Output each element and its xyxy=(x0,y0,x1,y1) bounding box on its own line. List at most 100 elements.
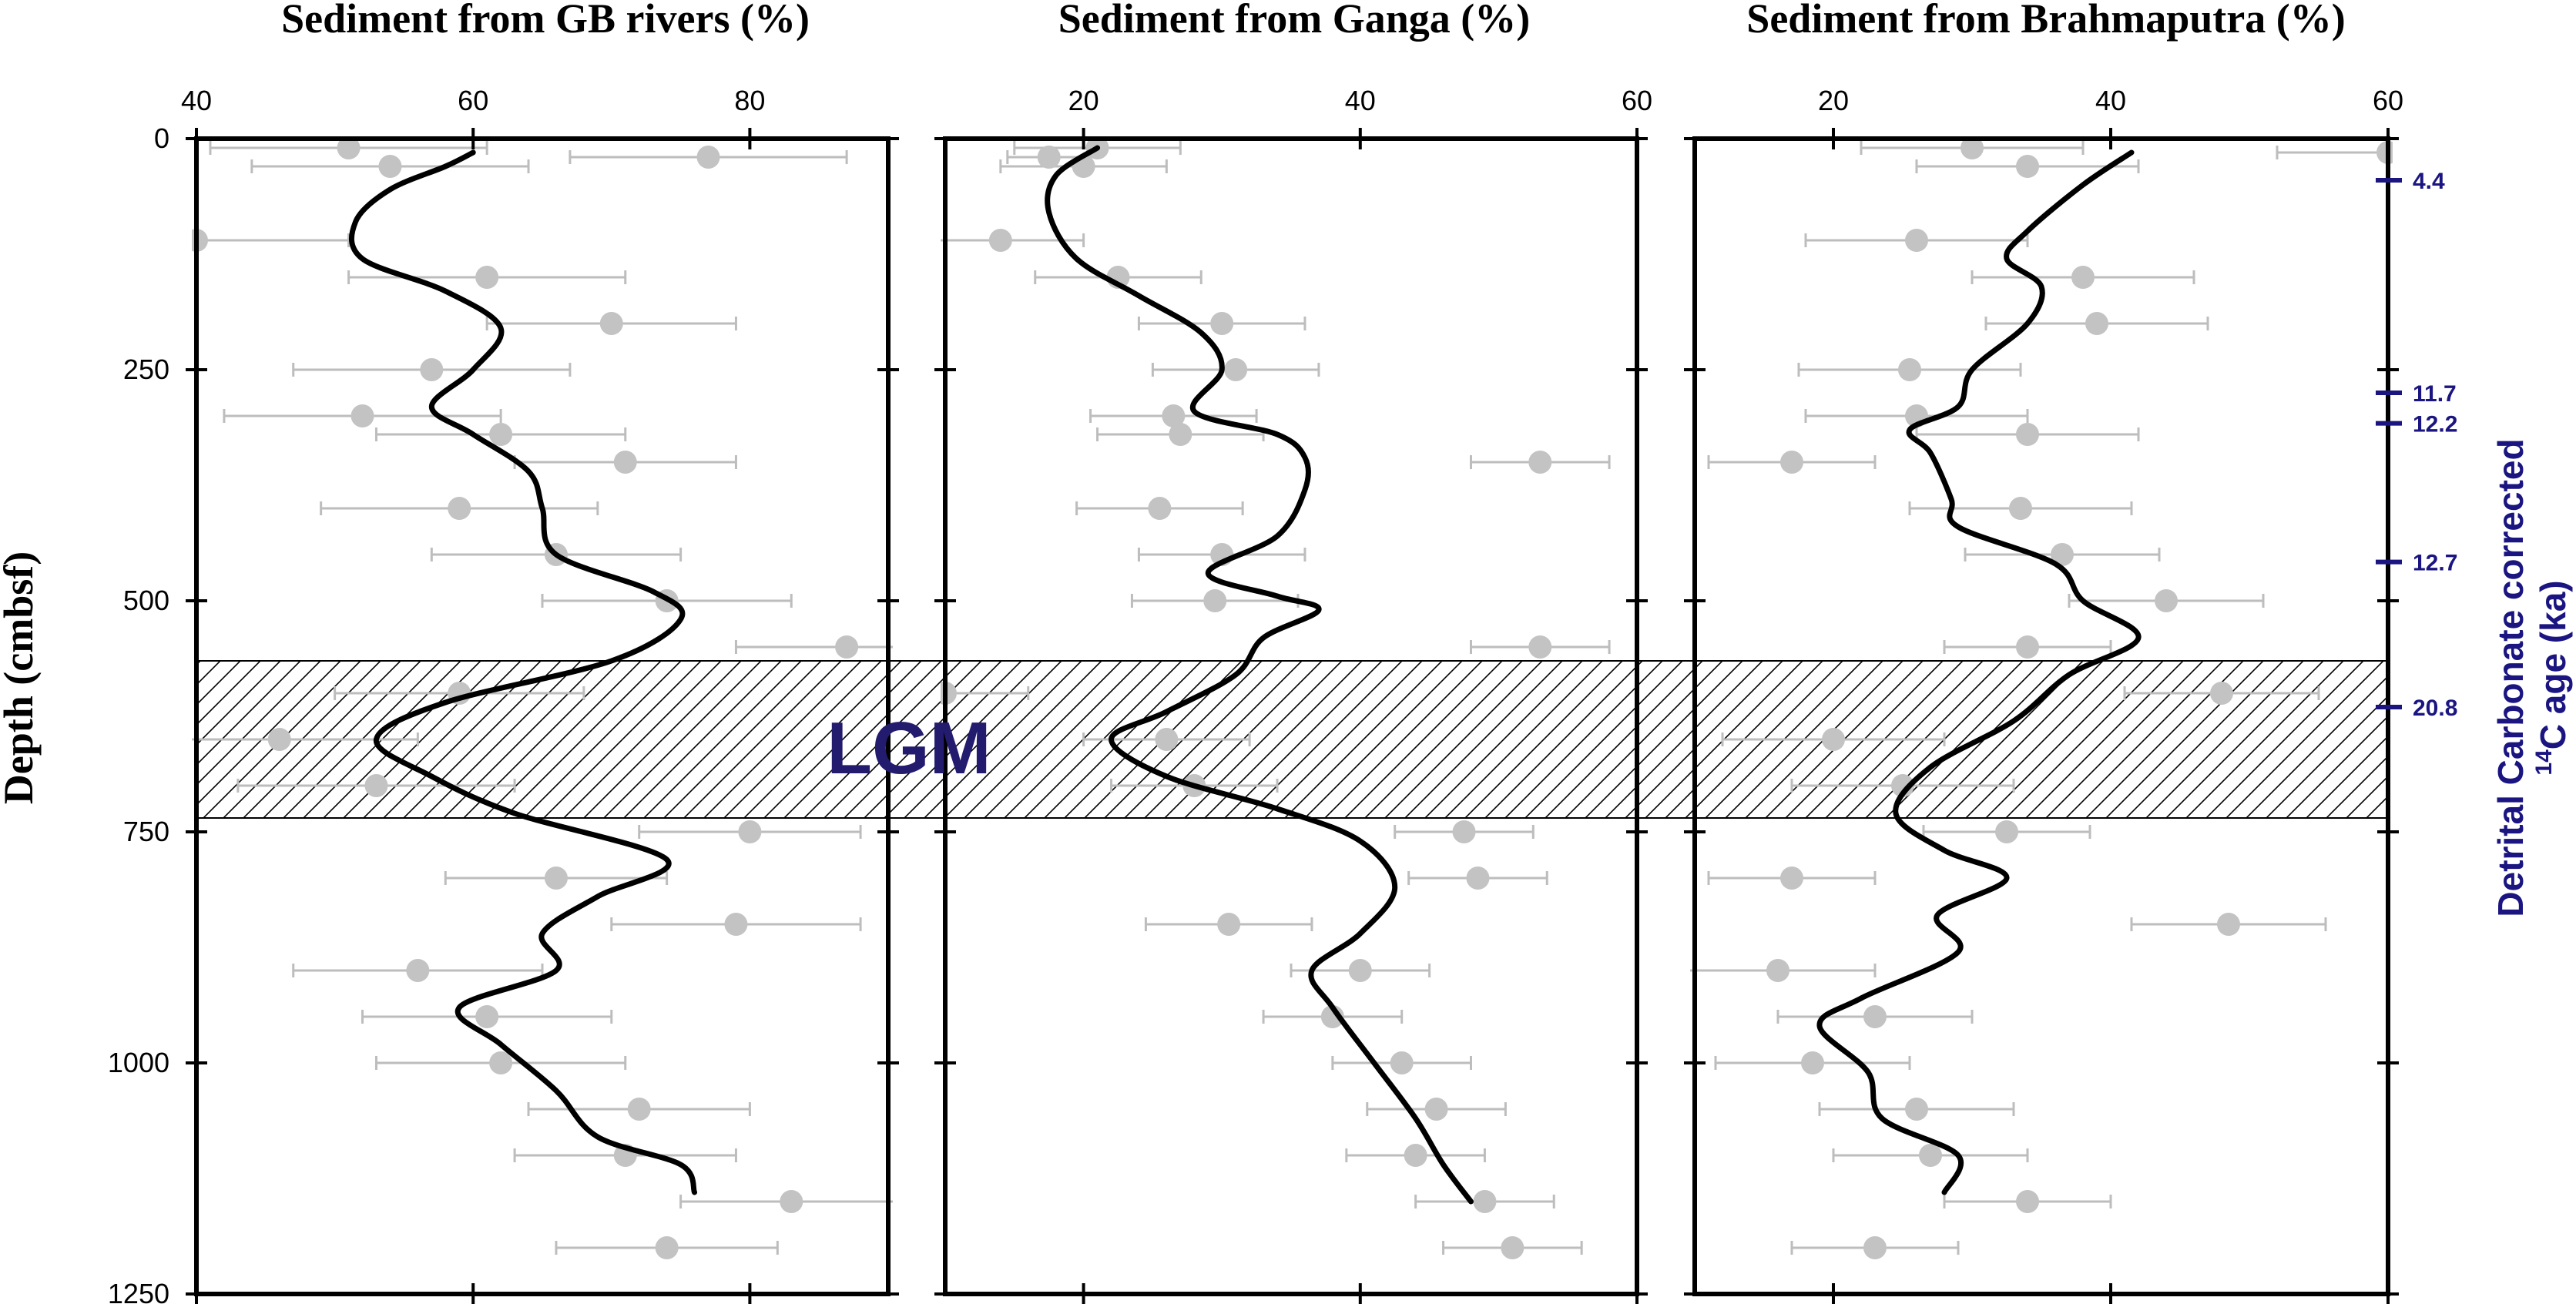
data-point xyxy=(1528,451,1552,474)
data-point xyxy=(1037,146,1061,169)
y-tick-label: 1000 xyxy=(108,1047,169,1078)
y-tick-label: 0 xyxy=(154,122,169,154)
data-point xyxy=(613,451,637,474)
data-point xyxy=(988,229,1012,252)
data-point xyxy=(2009,497,2032,520)
data-point xyxy=(364,774,388,797)
data-point xyxy=(2016,635,2039,659)
data-point xyxy=(599,312,623,335)
x-tick-label: 80 xyxy=(734,85,765,116)
data-point xyxy=(406,959,430,982)
panel-gb-rivers: Sediment from GB rivers (%) 40 60 80 xyxy=(181,0,899,1304)
data-point xyxy=(1863,1005,1887,1028)
panel-frame xyxy=(1692,136,2390,1296)
data-point xyxy=(1780,451,1803,474)
y-tick-label: 750 xyxy=(123,816,169,847)
x-tick-label: 40 xyxy=(1345,85,1376,116)
age-tick-label: 4.4 xyxy=(2413,169,2445,194)
data-point xyxy=(1780,867,1803,890)
age-axis-label-superscript: 14 xyxy=(2531,749,2557,776)
data-point xyxy=(2016,155,2039,178)
data-point xyxy=(1320,1005,1344,1028)
data-point xyxy=(1801,1051,1824,1074)
x-tick-label: 40 xyxy=(2095,85,2126,116)
data-point xyxy=(1424,1098,1448,1121)
panel-frame xyxy=(943,136,1639,1296)
data-point xyxy=(1961,136,1984,159)
data-point xyxy=(1863,1236,1887,1259)
data-point xyxy=(696,146,720,169)
data-point xyxy=(1466,867,1490,890)
data-point xyxy=(489,423,513,446)
data-point xyxy=(1217,913,1241,936)
data-point xyxy=(1501,1236,1524,1259)
x-tick-label: 40 xyxy=(181,85,212,116)
age-axis-label-line2: 14C age (ka) xyxy=(2531,580,2573,775)
data-point xyxy=(1905,229,1928,252)
data-point xyxy=(448,497,471,520)
age-tick-label: 12.7 xyxy=(2413,551,2457,576)
data-point xyxy=(489,1051,513,1074)
age-axis-label-main: C age (ka) xyxy=(2533,580,2573,749)
panel-brahmaputra: Sediment from Brahmaputra (%) 20 40 60 xyxy=(1684,0,2403,1304)
panel-title: Sediment from GB rivers (%) xyxy=(281,0,810,42)
data-point xyxy=(1898,358,1921,381)
x-tick-label: 20 xyxy=(1818,85,1849,116)
x-tick-label: 20 xyxy=(1068,85,1099,116)
data-point xyxy=(2071,266,2095,289)
data-point xyxy=(655,1236,679,1259)
age-tick-label: 12.2 xyxy=(2413,412,2457,437)
data-point xyxy=(2210,682,2233,705)
trend-curve xyxy=(348,149,698,1195)
data-point xyxy=(1348,959,1372,982)
data-point xyxy=(1891,774,1914,797)
x-tick-label: 60 xyxy=(458,85,488,116)
data-point xyxy=(1390,1051,1414,1074)
data-point xyxy=(1203,589,1227,612)
data-point xyxy=(2016,1190,2039,1213)
x-tick-label: 60 xyxy=(1622,85,1652,116)
data-points xyxy=(192,136,893,1259)
data-point xyxy=(1210,312,1234,335)
y-tick-label: 500 xyxy=(123,585,169,616)
data-point xyxy=(780,1190,803,1213)
trend-curve xyxy=(1816,149,2142,1195)
data-point xyxy=(1169,423,1192,446)
x-tick-label: 60 xyxy=(2373,85,2403,116)
y-axis-label: Depth (cmbsf) xyxy=(0,551,42,804)
data-point xyxy=(2155,589,2178,612)
data-point xyxy=(627,1098,651,1121)
data-point xyxy=(2016,423,2039,446)
age-axis-label-line1: Detrital Carbonate corrected xyxy=(2490,438,2531,917)
data-point xyxy=(378,155,402,178)
trend-curve xyxy=(1045,145,1474,1205)
data-point xyxy=(351,404,374,427)
data-point xyxy=(1822,728,1845,751)
panel-title: Sediment from Ganga (%) xyxy=(1058,0,1530,42)
data-point xyxy=(1995,820,2018,843)
y-tick-label: 250 xyxy=(123,354,169,385)
y-tick-label: 1250 xyxy=(108,1278,169,1304)
data-point xyxy=(2085,312,2108,335)
data-points xyxy=(1690,136,2393,1259)
data-point xyxy=(1452,820,1476,843)
data-point xyxy=(724,913,748,936)
data-point xyxy=(1155,728,1179,751)
data-point xyxy=(1766,959,1789,982)
data-point xyxy=(2051,543,2074,566)
data-point xyxy=(544,867,568,890)
data-point xyxy=(1473,1190,1497,1213)
data-point xyxy=(420,358,444,381)
panel-title: Sediment from Brahmaputra (%) xyxy=(1746,0,2345,42)
data-point xyxy=(1905,1098,1928,1121)
data-point xyxy=(835,635,859,659)
lgm-band xyxy=(196,660,2389,819)
data-point xyxy=(1404,1144,1427,1167)
data-point xyxy=(1224,358,1248,381)
data-point xyxy=(1162,404,1186,427)
data-point xyxy=(2217,913,2240,936)
data-point xyxy=(475,1005,499,1028)
age-axis: 4.4 11.7 12.2 12.7 20.8 xyxy=(2376,169,2457,721)
data-point xyxy=(267,728,291,751)
